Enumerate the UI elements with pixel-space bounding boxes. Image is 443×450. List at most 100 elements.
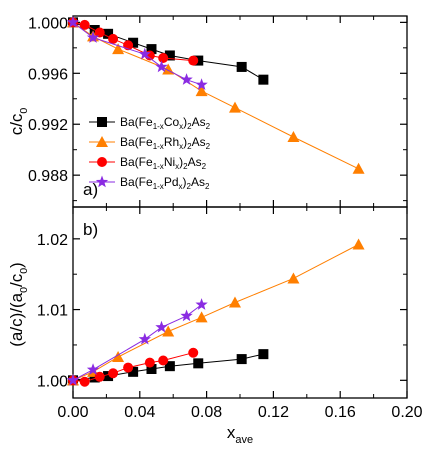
- data-point-square: [258, 74, 269, 85]
- y-axis-label: c/c0: [7, 108, 30, 136]
- legend-entry-part: ): [183, 115, 187, 129]
- legend-entry: Ba(Fe1-xRhx)2As2: [120, 135, 211, 151]
- data-point-triangle: [112, 350, 125, 362]
- data-point-square: [128, 37, 139, 48]
- y-tick-label: 1.02: [37, 232, 68, 249]
- y-tick-label: 0.988: [28, 168, 68, 185]
- legend-entry-part: x: [179, 182, 183, 191]
- data-point-square: [89, 372, 100, 383]
- legend-entry-part: 2: [187, 182, 192, 191]
- legend-entry-part: 1-x: [153, 142, 164, 151]
- legend-entry-part: Ba(Fe: [120, 155, 153, 169]
- series-star: [66, 298, 208, 386]
- x-axis-label-sub: ave: [235, 434, 253, 446]
- data-point-star: [180, 309, 193, 322]
- x-tick-label: 0.08: [191, 404, 222, 421]
- legend-entry-part: Ni: [164, 155, 175, 169]
- data-point-triangle: [195, 311, 208, 323]
- legend-entry: Ba(Fe1-xNix)2As2: [120, 155, 207, 171]
- data-point-square: [146, 44, 157, 55]
- y-axis-label-part: ): [7, 262, 26, 268]
- data-point-circle: [79, 376, 90, 387]
- legend-entry: Ba(Fe1-xCox)2As2: [120, 115, 211, 131]
- data-point-triangle: [195, 85, 208, 97]
- legend-marker-square: [97, 117, 107, 127]
- legend-entry-part: 2: [205, 182, 210, 191]
- data-point-circle: [144, 357, 155, 368]
- legend-entry-part: 1-x: [153, 122, 164, 131]
- legend-entry-part: 1-x: [153, 182, 164, 191]
- legend-entry-part: Ba(Fe: [120, 135, 153, 149]
- data-point-square: [236, 354, 247, 365]
- x-axis-label: xave: [227, 423, 253, 446]
- data-point-square: [193, 55, 204, 66]
- x-tick-label: 0.20: [391, 404, 422, 421]
- legend-entry: Ba(Fe1-xPdx)2As2: [120, 175, 210, 191]
- legend-entry-part: 1-x: [153, 162, 164, 171]
- legend-entry-part: Pd: [164, 175, 179, 189]
- data-point-star: [138, 47, 151, 60]
- data-point-triangle: [352, 238, 365, 250]
- data-point-circle: [94, 371, 105, 382]
- data-point-star: [195, 298, 208, 310]
- data-point-triangle: [352, 162, 365, 174]
- data-point-square: [128, 366, 139, 377]
- y-tick-label: 1.00: [37, 373, 68, 390]
- y-axis-label-part: 0: [18, 108, 30, 114]
- panel-a: 1.000 0.996 0.992 0.988 c/c0 a): [7, 15, 408, 208]
- legend-entry-part: 2: [183, 162, 188, 171]
- legend-entry-part: ): [183, 175, 187, 189]
- series-square: [68, 17, 269, 85]
- y-axis-label: (a/c)/(a0/c0): [7, 262, 30, 346]
- legend-entry-part: x: [179, 122, 183, 131]
- y-tick-label: 0.992: [28, 117, 68, 134]
- x-tick-label: 0.04: [124, 404, 155, 421]
- legend-entry-part: x: [175, 162, 179, 171]
- data-point-circle: [123, 362, 134, 373]
- panel-label: a): [83, 180, 98, 199]
- legend-entry-part: As: [188, 155, 202, 169]
- data-point-square: [146, 363, 157, 374]
- data-point-star: [138, 332, 151, 345]
- x-axis: 0.00 0.04 0.08 0.12 0.16 0.20 xave: [57, 404, 422, 446]
- series-line: [72, 244, 359, 381]
- data-point-circle: [158, 355, 169, 366]
- legend-marker-circle: [97, 157, 107, 167]
- legend-entry-part: As: [191, 175, 205, 189]
- legend-marker-star: [95, 175, 109, 188]
- data-point-star: [155, 320, 168, 333]
- x-tick-label: 0.00: [57, 404, 88, 421]
- data-point-circle: [108, 33, 119, 44]
- legend-entry-part: 2: [187, 122, 192, 131]
- legend-entry-part: 2: [206, 142, 211, 151]
- legend-entry-part: Ba(Fe: [120, 175, 153, 189]
- x-tick-label: 0.16: [325, 404, 356, 421]
- data-point-star: [155, 60, 168, 73]
- y-axis-label-part: 0: [18, 268, 30, 274]
- legend-entry-part: 2: [187, 142, 192, 151]
- y-tick-label: 1.01: [37, 303, 68, 320]
- data-point-circle: [79, 19, 90, 30]
- legend-entry-part: ): [179, 155, 183, 169]
- y-axis-label-part: c/c: [7, 113, 26, 135]
- panel-label: b): [83, 220, 98, 239]
- y-tick-label: 1.000: [28, 15, 68, 32]
- series-line: [72, 21, 359, 170]
- data-point-star: [195, 78, 208, 91]
- data-point-star: [86, 363, 100, 375]
- data-point-circle: [94, 27, 105, 38]
- data-point-circle: [188, 347, 199, 358]
- data-point-triangle: [162, 325, 175, 337]
- data-point-circle: [108, 368, 119, 379]
- data-point-triangle: [287, 130, 300, 142]
- data-point-circle: [188, 55, 199, 66]
- legend-entry-part: Co: [164, 115, 180, 129]
- data-point-triangle: [112, 43, 125, 55]
- legend-entry-part: 2: [206, 122, 211, 131]
- legend-entry-part: Rh: [164, 135, 179, 149]
- data-point-star: [66, 373, 80, 386]
- data-point-star: [66, 15, 80, 28]
- data-point-square: [258, 349, 269, 360]
- legend-entry-part: 2: [202, 162, 207, 171]
- data-point-square: [103, 28, 114, 39]
